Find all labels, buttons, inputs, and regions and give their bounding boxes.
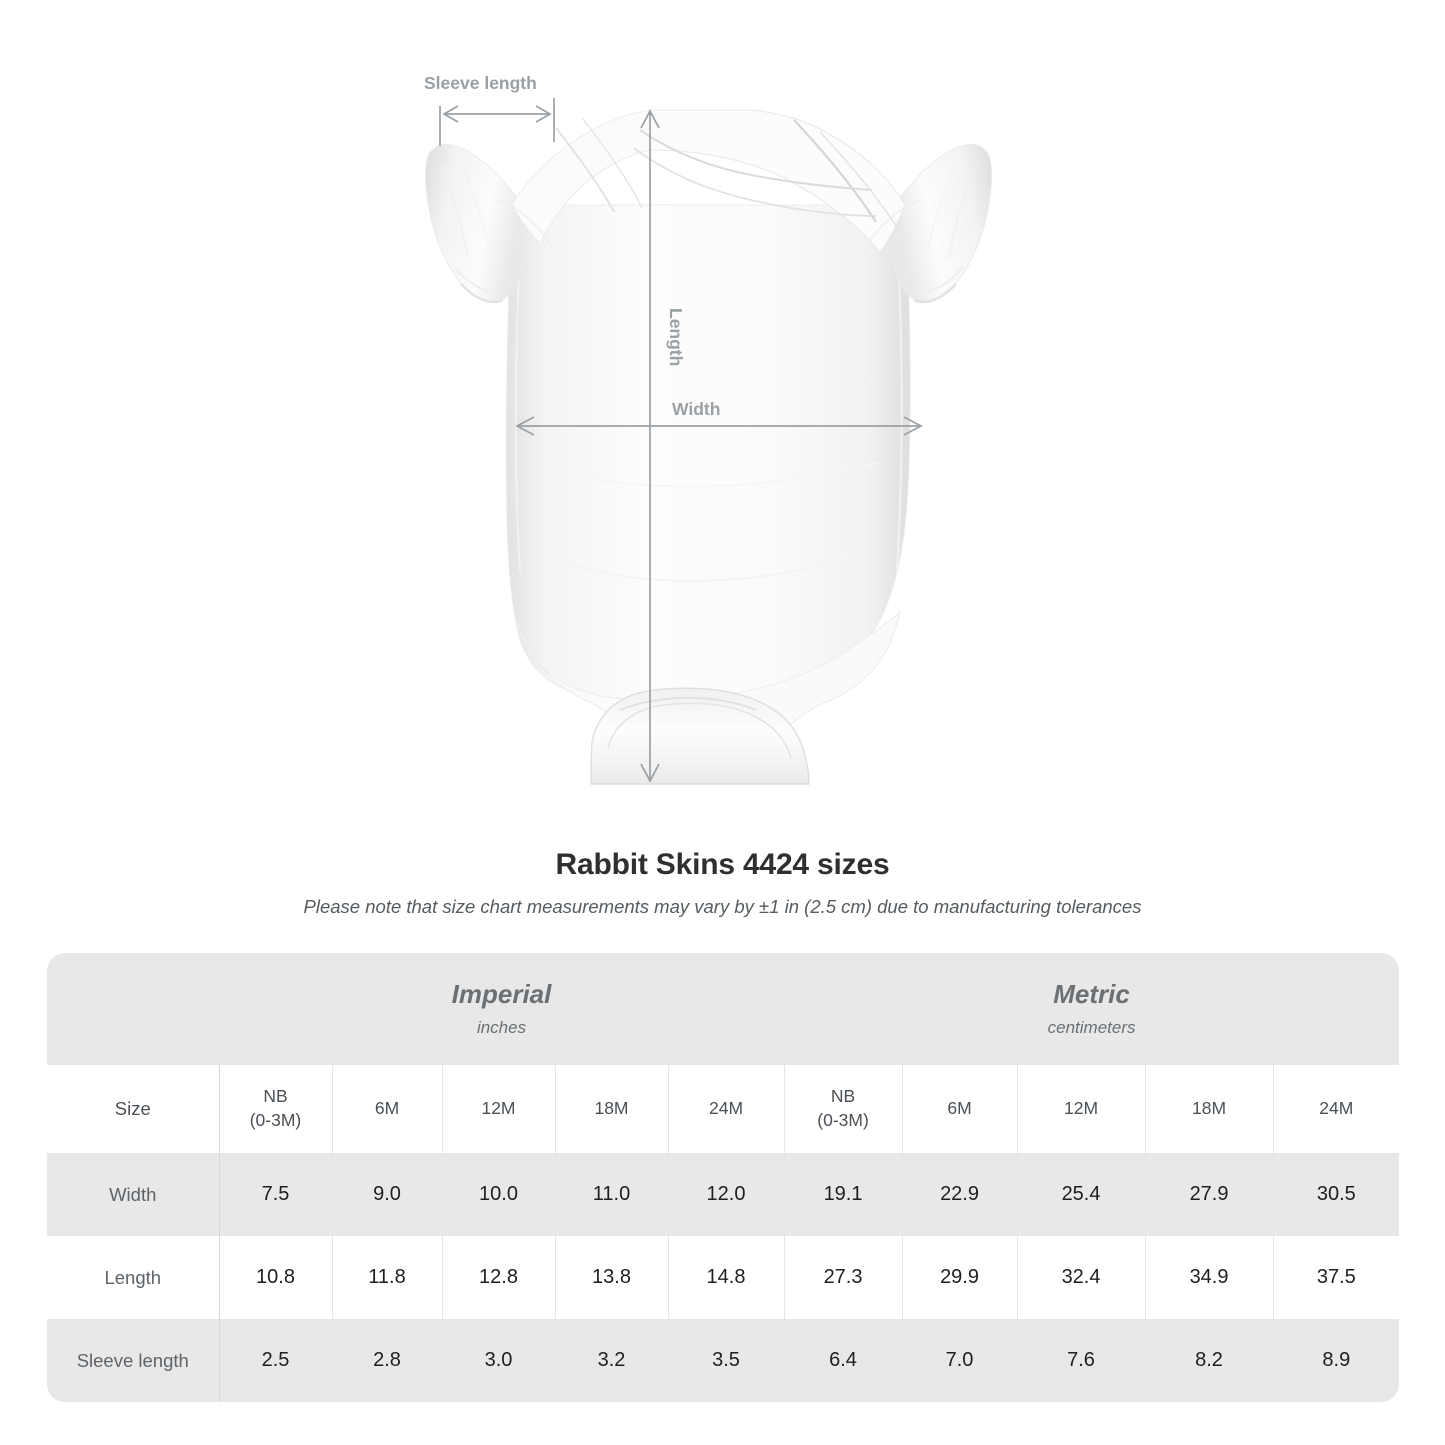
cell-sleeve-metric-nb: 6.4	[784, 1319, 903, 1402]
cell-length-metric-6m: 29.9	[902, 1236, 1018, 1319]
metric-unit-label: centimeters	[1047, 1017, 1136, 1037]
size-header-metric-nb: NB (0-3M)	[784, 1065, 903, 1153]
size-header-line1: NB	[830, 1086, 856, 1107]
cell-sleeve-imperial-6m: 2.8	[332, 1319, 443, 1402]
unit-group-header-row: Imperial inches Metric centimeters	[47, 953, 1400, 1065]
page-title: Rabbit Skins 4424 sizes	[555, 848, 890, 881]
lap-shoulder-neckline	[497, 109, 921, 253]
size-header-imperial-12m: 12M	[442, 1065, 556, 1153]
garment-diagram: Sleeve length Length Width	[424, 73, 993, 785]
imperial-unit-label: inches	[476, 1017, 527, 1037]
cell-sleeve-metric-18m: 8.2	[1145, 1319, 1274, 1402]
sleeve-length-annotation	[439, 98, 555, 146]
table-row: Length 10.8 11.8 12.8 13.8 14.8 27.3 29.…	[47, 1236, 1400, 1319]
cell-length-metric-nb: 27.3	[784, 1236, 903, 1319]
width-annotation	[515, 416, 923, 436]
cell-sleeve-imperial-nb: 2.5	[219, 1319, 333, 1402]
cell-width-metric-24m: 30.5	[1273, 1153, 1400, 1236]
size-header-row: Size NB (0-3M) 6M 12M 18M 24M NB (0-3M) …	[47, 1065, 1400, 1153]
cell-width-metric-12m: 25.4	[1017, 1153, 1146, 1236]
cell-length-metric-24m: 37.5	[1273, 1236, 1400, 1319]
cell-width-imperial-18m: 11.0	[555, 1153, 669, 1236]
cell-sleeve-metric-6m: 7.0	[902, 1319, 1018, 1402]
cell-sleeve-imperial-18m: 3.2	[555, 1319, 669, 1402]
size-header-imperial-24m: 24M	[668, 1065, 785, 1153]
size-header-imperial-nb: NB (0-3M)	[219, 1065, 333, 1153]
right-sleeve	[892, 143, 993, 304]
cell-length-metric-18m: 34.9	[1145, 1236, 1274, 1319]
metric-system-label: Metric	[1053, 979, 1130, 1010]
group-header-spacer	[47, 953, 219, 1065]
cell-length-imperial-nb: 10.8	[219, 1236, 333, 1319]
row-label-width: Width	[47, 1153, 220, 1236]
size-header-metric-24m: 24M	[1273, 1065, 1400, 1153]
size-header-imperial-18m: 18M	[555, 1065, 669, 1153]
cell-length-imperial-24m: 14.8	[668, 1236, 785, 1319]
size-header-line2: (0-3M)	[249, 1110, 302, 1130]
cell-sleeve-metric-12m: 7.6	[1017, 1319, 1146, 1402]
cell-length-metric-12m: 32.4	[1017, 1236, 1146, 1319]
length-label: Length	[666, 308, 686, 366]
bodysuit-body	[505, 204, 911, 785]
size-header-line2: (0-3M)	[817, 1110, 869, 1130]
cell-sleeve-metric-24m: 8.9	[1273, 1319, 1400, 1402]
cell-width-imperial-6m: 9.0	[332, 1153, 443, 1236]
cell-length-imperial-12m: 12.8	[442, 1236, 556, 1319]
cell-width-imperial-12m: 10.0	[442, 1153, 556, 1236]
cell-width-imperial-24m: 12.0	[668, 1153, 785, 1236]
sleeve-length-label: Sleeve length	[424, 73, 537, 93]
cell-length-imperial-18m: 13.8	[555, 1236, 669, 1319]
row-label-length: Length	[47, 1236, 220, 1319]
group-header-metric: Metric centimeters	[784, 953, 1400, 1065]
cell-length-imperial-6m: 11.8	[332, 1236, 443, 1319]
size-header-metric-12m: 12M	[1017, 1065, 1146, 1153]
length-annotation	[640, 109, 660, 783]
left-sleeve	[424, 143, 525, 304]
cell-sleeve-imperial-24m: 3.5	[668, 1319, 785, 1402]
cell-width-metric-6m: 22.9	[902, 1153, 1018, 1236]
cell-width-metric-18m: 27.9	[1145, 1153, 1274, 1236]
row-label-sleeve-length: Sleeve length	[47, 1319, 220, 1402]
bodysuit-illustration: Sleeve length Length Width	[424, 73, 993, 785]
page-subtitle: Please note that size chart measurements…	[303, 896, 1142, 917]
imperial-system-label: Imperial	[451, 979, 552, 1010]
group-header-imperial: Imperial inches	[219, 953, 785, 1065]
width-label: Width	[672, 399, 720, 419]
cell-width-metric-nb: 19.1	[784, 1153, 903, 1236]
table-row: Width 7.5 9.0 10.0 11.0 12.0 19.1 22.9 2…	[47, 1153, 1400, 1236]
cell-sleeve-imperial-12m: 3.0	[442, 1319, 556, 1402]
size-chart-table: Imperial inches Metric centimeters Size …	[47, 953, 1400, 1402]
size-header-line1: NB	[263, 1086, 288, 1107]
size-corner-label: Size	[47, 1065, 220, 1153]
table-row: Sleeve length 2.5 2.8 3.0 3.2 3.5 6.4 7.…	[47, 1319, 1400, 1402]
size-header-metric-18m: 18M	[1145, 1065, 1274, 1153]
size-header-imperial-6m: 6M	[332, 1065, 443, 1153]
size-header-metric-6m: 6M	[902, 1065, 1018, 1153]
cell-width-imperial-nb: 7.5	[219, 1153, 333, 1236]
